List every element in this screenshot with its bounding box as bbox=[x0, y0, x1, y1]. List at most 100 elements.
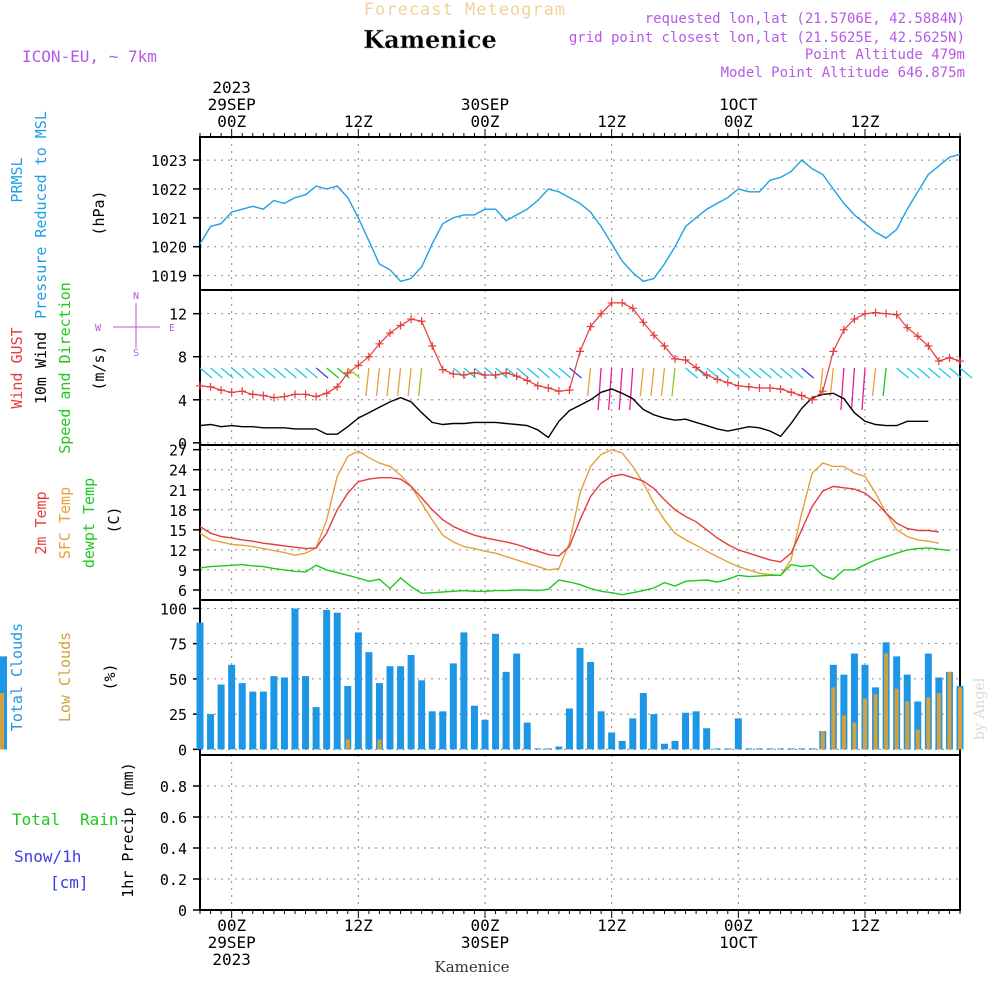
gust-marker bbox=[755, 383, 764, 392]
point-altitude: Point Altitude 479m bbox=[805, 47, 965, 63]
gust-marker bbox=[196, 381, 204, 390]
total-clouds-bar bbox=[914, 701, 922, 750]
gust-marker bbox=[407, 315, 416, 324]
gust-marker bbox=[291, 390, 299, 399]
total-clouds-bar bbox=[344, 685, 352, 750]
pressure-line bbox=[199, 153, 961, 283]
dewpt-line bbox=[199, 547, 950, 596]
gust-marker bbox=[206, 382, 215, 391]
wind-direction-arrow bbox=[660, 367, 666, 397]
total-clouds-bar bbox=[249, 691, 257, 750]
gust-marker bbox=[744, 382, 753, 391]
wind-direction-arrow bbox=[716, 367, 730, 379]
low-clouds-bar bbox=[820, 731, 825, 750]
total-clouds-bar bbox=[787, 748, 795, 750]
wind-direction-arrow bbox=[671, 367, 676, 397]
total-clouds-bar bbox=[850, 653, 858, 750]
x-tick-label-bottom: 00Z bbox=[217, 916, 246, 935]
gust-marker bbox=[628, 304, 637, 313]
total-clouds-bar bbox=[734, 718, 742, 750]
total-clouds-bar bbox=[492, 633, 500, 750]
low-clouds-bar bbox=[831, 687, 836, 750]
x-tick-label-bottom: 2023 bbox=[212, 950, 251, 969]
credit-watermark: by Angel bbox=[972, 677, 988, 740]
total-clouds-bar bbox=[502, 671, 510, 750]
wind-direction-arrow bbox=[906, 367, 920, 379]
x-tick-label-top: 2023 bbox=[212, 78, 251, 97]
y-tick-label: 0 bbox=[178, 741, 187, 759]
low-clouds-bar bbox=[863, 698, 867, 750]
low-clouds-bar bbox=[345, 739, 350, 750]
gust-marker bbox=[618, 298, 627, 307]
gust-marker bbox=[512, 372, 521, 381]
gust-marker bbox=[797, 391, 806, 400]
total-clouds-bar bbox=[375, 683, 383, 750]
total-clouds-bar bbox=[755, 748, 763, 750]
gust-marker bbox=[301, 390, 310, 399]
gust-marker bbox=[375, 339, 384, 348]
wind-direction-arrow bbox=[284, 367, 297, 379]
gust-marker bbox=[396, 321, 405, 330]
total-clouds-bar bbox=[766, 748, 774, 750]
gust-marker bbox=[459, 371, 468, 380]
wind-direction-arrow bbox=[526, 367, 540, 379]
y-tick-label: 0 bbox=[178, 902, 187, 920]
gust-marker bbox=[660, 341, 669, 350]
y-tick-label: 50 bbox=[169, 671, 187, 689]
wind-unit: (m/s) bbox=[90, 345, 108, 390]
wind-direction-arrow bbox=[294, 367, 308, 379]
total-clouds-bar bbox=[280, 677, 288, 750]
total-clouds-bar bbox=[523, 722, 531, 750]
compass-north: N bbox=[133, 291, 139, 302]
gust-marker bbox=[808, 395, 817, 404]
gust-marker bbox=[322, 389, 331, 398]
x-tick-label-bottom: 00Z bbox=[724, 916, 753, 935]
gust-marker bbox=[945, 353, 954, 362]
wind-direction-arrow bbox=[516, 367, 530, 379]
total-clouds-bar bbox=[460, 632, 468, 750]
wind-direction-arrow bbox=[959, 367, 973, 379]
y-tick-label: 100 bbox=[160, 600, 187, 618]
low-clouds-bar bbox=[894, 688, 899, 750]
gust-marker bbox=[702, 371, 711, 380]
total-clouds-bar bbox=[386, 666, 394, 750]
requested-coords: requested lon,lat (21.5706E, 42.5884N) bbox=[645, 11, 965, 27]
y-tick-label: 12 bbox=[169, 306, 187, 324]
wind-direction-arrow bbox=[365, 367, 370, 397]
gust-marker bbox=[259, 391, 268, 400]
x-tick-label-bottom: 12Z bbox=[344, 916, 373, 935]
gust-marker bbox=[649, 331, 658, 340]
wind-direction-arrow bbox=[396, 367, 402, 397]
x-tick-label-bottom: 30SEP bbox=[461, 933, 509, 952]
gust-marker bbox=[449, 369, 458, 378]
y-tick-label: 0.4 bbox=[160, 840, 187, 858]
total-clouds-bar bbox=[565, 708, 573, 750]
x-tick-label-bottom: 12Z bbox=[851, 916, 880, 935]
y-tick-label: 24 bbox=[169, 462, 187, 480]
model-label: ICON-EU, ~ 7km bbox=[22, 47, 157, 66]
dewpt-label: dewpt Temp bbox=[80, 478, 98, 568]
total-clouds-bar bbox=[238, 683, 246, 750]
wind-direction-arrow bbox=[780, 367, 793, 379]
pressure-label-short: PRMSL bbox=[8, 157, 26, 202]
total-clouds-bar bbox=[449, 663, 457, 750]
y-tick-label: 27 bbox=[169, 442, 187, 460]
wind-direction-arrow bbox=[801, 367, 815, 379]
gust-marker bbox=[713, 375, 722, 384]
total-clouds-bar bbox=[671, 740, 679, 750]
y-tick-label: 6 bbox=[178, 582, 187, 600]
total-clouds-bar bbox=[840, 674, 848, 750]
gust-marker bbox=[217, 386, 226, 395]
total-clouds-bar bbox=[481, 719, 489, 750]
wind-direction-arrow bbox=[685, 367, 698, 379]
total-clouds-bar bbox=[703, 728, 711, 750]
gust-marker bbox=[681, 355, 690, 364]
sfc-temp-line bbox=[199, 448, 940, 577]
total-clouds-bar bbox=[196, 622, 204, 750]
wind-direction-arrow bbox=[569, 367, 582, 379]
low-clouds-bar bbox=[947, 671, 952, 750]
total-clouds-bar bbox=[608, 732, 616, 750]
gust-marker bbox=[364, 352, 373, 361]
wind-direction-arrow bbox=[252, 367, 266, 379]
precip-snow-label: Snow/1h bbox=[14, 847, 81, 866]
